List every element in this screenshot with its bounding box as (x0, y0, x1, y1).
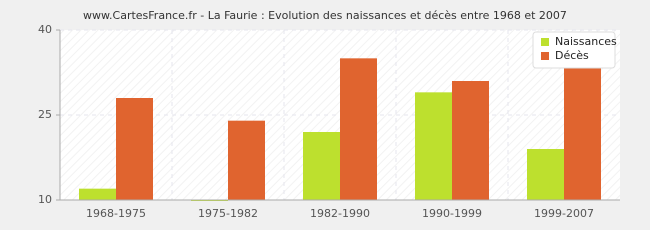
x-tick-label: 1999-2007 (534, 207, 594, 220)
bar (116, 98, 153, 200)
legend-swatch (541, 52, 549, 60)
legend-box (532, 31, 616, 69)
chart-title: www.CartesFrance.fr - La Faurie : Evolut… (83, 9, 567, 22)
bar (564, 64, 601, 200)
legend-swatch (541, 38, 549, 46)
x-tick-label: 1990-1999 (422, 207, 482, 220)
bar (303, 132, 340, 200)
x-tick-label: 1982-1990 (310, 207, 370, 220)
bar (527, 149, 564, 200)
x-tick-label: 1975-1982 (198, 207, 258, 220)
chart: www.CartesFrance.fr - La Faurie : Evolut… (0, 0, 650, 230)
y-tick-label: 10 (38, 193, 52, 206)
bar (452, 81, 489, 200)
bar (79, 188, 116, 200)
legend-label: Naissances (555, 35, 617, 48)
bar (415, 92, 452, 200)
bar (340, 58, 377, 201)
x-tick-label: 1968-1975 (86, 207, 146, 220)
legend-label: Décès (555, 49, 589, 62)
y-tick-label: 40 (38, 23, 52, 36)
bar (228, 120, 265, 200)
y-tick-label: 25 (38, 108, 52, 121)
